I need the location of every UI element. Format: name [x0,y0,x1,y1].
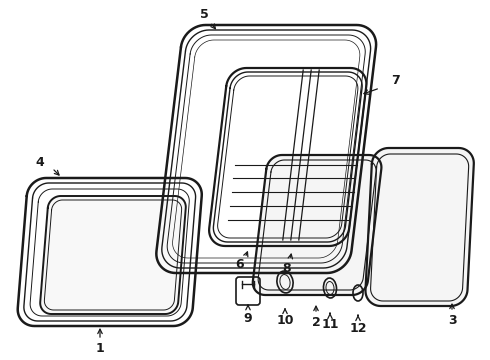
Polygon shape [253,155,381,295]
Text: 12: 12 [349,321,367,334]
Text: 1: 1 [96,342,104,355]
Text: 8: 8 [283,261,292,274]
Text: 4: 4 [36,156,45,168]
Text: 3: 3 [448,314,456,327]
Text: 11: 11 [321,319,339,332]
Text: 10: 10 [276,314,294,327]
Polygon shape [366,148,474,306]
Text: 7: 7 [391,73,399,86]
Text: 2: 2 [312,315,320,328]
Polygon shape [40,196,186,314]
Text: 6: 6 [236,258,245,271]
Text: 9: 9 [244,311,252,324]
Text: 5: 5 [199,8,208,21]
